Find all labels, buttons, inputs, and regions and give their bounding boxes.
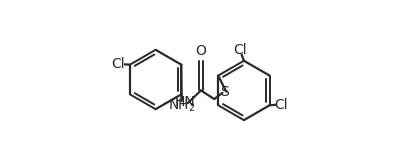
Text: Cl: Cl bbox=[275, 98, 288, 112]
Text: Cl: Cl bbox=[111, 57, 125, 71]
Text: NH$_2$: NH$_2$ bbox=[168, 98, 196, 114]
Text: HN: HN bbox=[174, 95, 195, 109]
Text: Cl: Cl bbox=[233, 43, 247, 57]
Text: O: O bbox=[196, 44, 207, 58]
Text: S: S bbox=[220, 85, 229, 99]
